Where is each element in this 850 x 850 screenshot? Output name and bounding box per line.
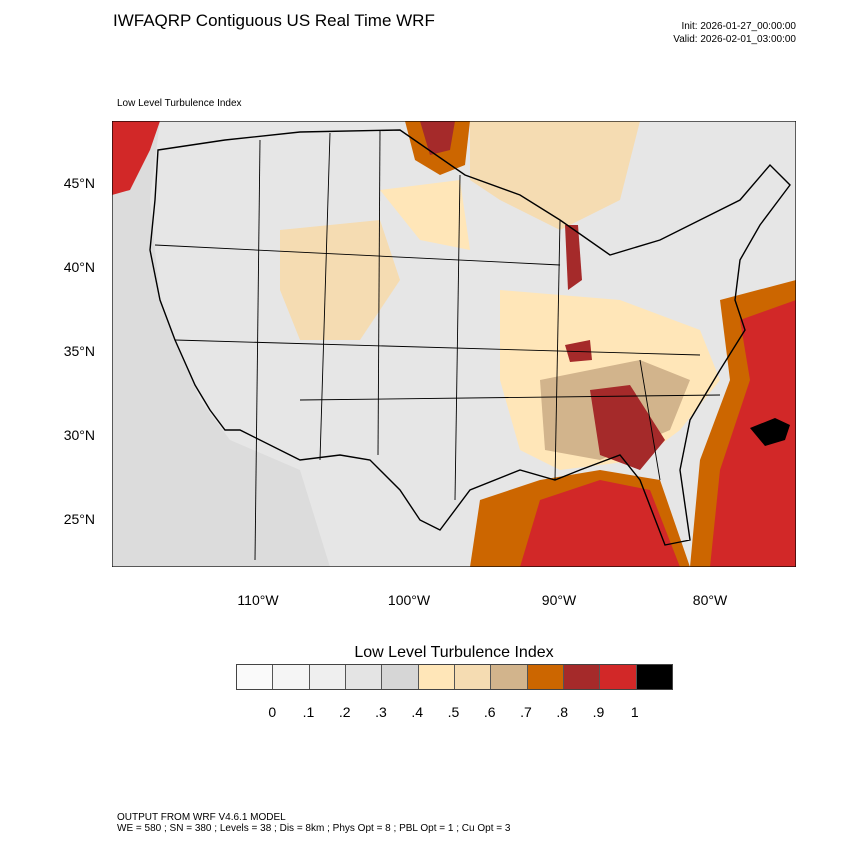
colorbar-label: .6	[483, 704, 496, 720]
plains-tan	[380, 180, 470, 250]
us-outline	[149, 129, 791, 546]
rockies-tan	[280, 220, 400, 340]
colorbar-label: .1	[302, 704, 315, 720]
colorbar-label: 0	[268, 704, 277, 720]
colorbar-label: .3	[375, 704, 387, 720]
nw-corner-high	[112, 121, 160, 195]
colorbar-label: .2	[338, 704, 351, 720]
init-time: Init: 2026-01-27_00:00:00	[681, 21, 796, 32]
lat-label: 30°N	[63, 427, 95, 443]
plot-title: IWFAQRP Contiguous US Real Time WRF	[113, 11, 435, 30]
lat-label: 40°N	[63, 259, 95, 275]
colorbar	[236, 664, 673, 690]
colorbar-label: .9	[592, 704, 605, 720]
gulf-red	[520, 480, 680, 567]
colorbar-label: .5	[447, 704, 460, 720]
valid-time: Valid: 2026-02-01_03:00:00	[673, 34, 796, 45]
colorbar-label: .4	[411, 704, 424, 720]
colorbar-label: 1	[630, 704, 639, 720]
atlantic-red	[710, 300, 796, 567]
state-borders	[154, 130, 721, 561]
colorbar-swatch	[491, 665, 528, 689]
atlantic-black	[750, 418, 790, 446]
model-config: WE = 580 ; SN = 380 ; Levels = 38 ; Dis …	[117, 823, 511, 834]
colorbar-swatch	[563, 665, 601, 689]
colorbar-swatch	[237, 665, 274, 689]
lat-label: 25°N	[63, 511, 95, 527]
colorbar-title: Low Level Turbulence Index	[354, 644, 554, 661]
lon-label: 110°W	[237, 592, 279, 608]
ohio-valley-high	[565, 340, 592, 362]
colorbar-swatch	[382, 665, 419, 689]
colorbar-swatch	[600, 665, 637, 689]
field-label: Low Level Turbulence Index	[117, 98, 242, 109]
colorbar-swatch	[454, 665, 492, 689]
lake-michigan	[565, 225, 582, 290]
run-times: Init: 2026-01-27_00:00:00 Valid: 2026-02…	[673, 20, 796, 46]
model-version: OUTPUT FROM WRF V4.6.1 MODEL	[117, 812, 286, 823]
lon-label: 80°W	[692, 592, 728, 608]
colorbar-label: .8	[556, 704, 569, 720]
colorbar-swatch	[345, 665, 383, 689]
pacific-field	[112, 121, 330, 567]
colorbar-swatch	[418, 665, 455, 689]
colorbar-swatch	[309, 665, 346, 689]
lat-label: 35°N	[63, 343, 95, 359]
canada-tan	[470, 121, 640, 230]
lon-label: 90°W	[541, 592, 577, 608]
georgia-high	[590, 385, 665, 470]
model-info: OUTPUT FROM WRF V4.6.1 MODEL WE = 580 ; …	[117, 812, 510, 834]
lat-label: 45°N	[63, 175, 95, 191]
lon-label: 100°W	[387, 592, 431, 608]
colorbar-label: .7	[520, 704, 532, 720]
colorbar-swatch	[273, 665, 310, 689]
colorbar-swatch	[636, 665, 672, 689]
colorbar-swatch	[527, 665, 564, 689]
turbulence-map	[112, 121, 796, 567]
north-plains-core	[420, 121, 455, 155]
